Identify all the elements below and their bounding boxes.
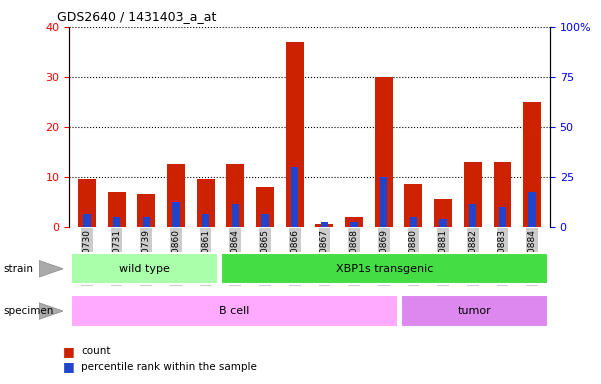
Text: GDS2640 / 1431403_a_at: GDS2640 / 1431403_a_at [57, 10, 216, 23]
Bar [108, 192, 126, 227]
Text: wild type: wild type [119, 264, 169, 274]
Bar [285, 42, 304, 227]
Bar [434, 199, 452, 227]
Bar [261, 214, 269, 227]
Bar [380, 177, 388, 227]
Bar [227, 164, 244, 227]
Text: specimen: specimen [3, 306, 53, 316]
Bar [375, 77, 392, 227]
Bar [231, 204, 239, 227]
Bar [493, 162, 511, 227]
Bar [350, 222, 358, 227]
Bar [256, 187, 274, 227]
Bar [464, 162, 481, 227]
Bar [439, 219, 447, 227]
Bar [528, 192, 536, 227]
Bar [321, 222, 328, 227]
Bar [404, 184, 423, 227]
Bar [172, 202, 180, 227]
Text: ■: ■ [63, 345, 75, 358]
Bar [469, 204, 477, 227]
Bar [202, 214, 209, 227]
Text: ■: ■ [63, 360, 75, 373]
Bar [142, 217, 150, 227]
Bar [71, 296, 398, 326]
Polygon shape [39, 260, 63, 277]
Bar [499, 207, 506, 227]
Text: B cell: B cell [219, 306, 249, 316]
Text: tumor: tumor [458, 306, 492, 316]
Bar [401, 296, 549, 326]
Text: strain: strain [3, 264, 33, 274]
Polygon shape [39, 303, 63, 319]
Bar [410, 217, 417, 227]
Bar [113, 217, 120, 227]
Bar [167, 164, 185, 227]
Bar [83, 214, 91, 227]
Bar [291, 167, 298, 227]
Text: count: count [81, 346, 111, 356]
Bar [138, 194, 155, 227]
Bar [71, 253, 218, 284]
Bar [523, 102, 541, 227]
Bar [197, 179, 215, 227]
Bar [316, 224, 334, 227]
Text: percentile rank within the sample: percentile rank within the sample [81, 362, 257, 372]
Bar [78, 179, 96, 227]
Bar [221, 253, 549, 284]
Text: XBP1s transgenic: XBP1s transgenic [336, 264, 433, 274]
Bar [345, 217, 363, 227]
